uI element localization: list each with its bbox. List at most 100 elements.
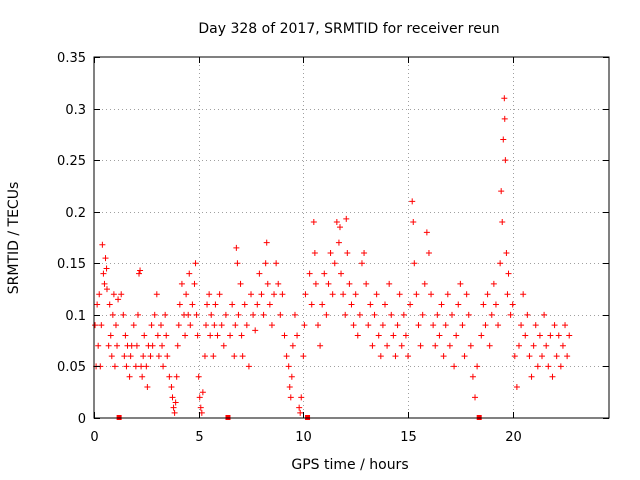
data-point <box>175 322 182 329</box>
data-point <box>451 363 458 370</box>
data-point <box>444 291 451 298</box>
data-point <box>302 291 309 298</box>
data-point <box>490 280 497 287</box>
data-point <box>377 353 384 360</box>
data-point <box>163 332 170 339</box>
data-point <box>436 332 443 339</box>
data-point <box>501 95 508 102</box>
data-point <box>100 270 107 277</box>
data-point <box>400 311 407 318</box>
data-point <box>350 322 357 329</box>
data-point <box>474 363 481 370</box>
data-point <box>327 249 334 256</box>
data-point <box>396 291 403 298</box>
data-point <box>132 363 139 370</box>
data-point <box>335 239 342 246</box>
data-point <box>193 311 200 318</box>
data-point <box>127 353 134 360</box>
data-point <box>218 322 225 329</box>
data-point <box>110 291 117 298</box>
data-point <box>545 363 552 370</box>
data-point <box>507 311 514 318</box>
data-point <box>171 409 178 416</box>
data-point <box>528 373 535 380</box>
data-point <box>238 332 245 339</box>
y-tick-label: 0 <box>78 412 86 427</box>
data-point <box>526 353 533 360</box>
data-point <box>425 249 432 256</box>
data-point <box>547 332 554 339</box>
data-point <box>453 332 460 339</box>
y-tick-label: 0.05 <box>57 360 86 375</box>
data-point <box>211 322 218 329</box>
data-point <box>520 291 527 298</box>
data-point <box>214 332 221 339</box>
data-point <box>522 332 529 339</box>
y-tick-label: 0.2 <box>65 206 86 221</box>
data-point <box>160 363 167 370</box>
data-point <box>446 342 453 349</box>
data-point <box>207 332 214 339</box>
data-point <box>409 198 416 205</box>
data-point <box>243 322 250 329</box>
data-point <box>248 291 255 298</box>
data-point <box>212 301 219 308</box>
data-point <box>199 389 206 396</box>
data-point <box>562 322 569 329</box>
data-point <box>96 291 103 298</box>
data-point <box>92 322 99 329</box>
data-point <box>118 291 125 298</box>
data-point <box>123 363 130 370</box>
y-tick-label: 0.15 <box>57 257 86 272</box>
data-point <box>405 353 412 360</box>
data-point <box>492 301 499 308</box>
data-point <box>194 332 201 339</box>
data-point <box>432 342 439 349</box>
x-tick-label: 10 <box>295 430 312 445</box>
data-point <box>107 332 114 339</box>
data-point <box>210 353 217 360</box>
data-point <box>195 373 202 380</box>
data-point <box>478 332 485 339</box>
data-point <box>159 342 166 349</box>
data-point <box>222 311 229 318</box>
chart-title: Day 328 of 2017, SRMTID for receiver reu… <box>198 21 499 37</box>
data-point <box>448 311 455 318</box>
grid <box>94 57 609 418</box>
data-point <box>367 301 374 308</box>
data-point <box>352 291 359 298</box>
data-point <box>126 373 133 380</box>
data-point <box>430 322 437 329</box>
data-point <box>114 342 121 349</box>
data-point <box>534 363 541 370</box>
data-point <box>105 342 112 349</box>
data-point <box>472 394 479 401</box>
data-point <box>465 311 472 318</box>
data-point <box>237 280 244 287</box>
data-point <box>459 322 466 329</box>
data-point <box>543 342 550 349</box>
data-point <box>254 301 261 308</box>
data-point <box>141 332 148 339</box>
data-point <box>94 301 101 308</box>
x-axis-label: GPS time / hours <box>291 457 408 473</box>
data-point <box>499 219 506 226</box>
data-point <box>369 342 376 349</box>
data-point <box>298 394 305 401</box>
data-point <box>264 280 271 287</box>
data-point <box>402 332 409 339</box>
data-point <box>128 342 135 349</box>
data-point <box>168 384 175 391</box>
data-point <box>134 311 141 318</box>
data-point <box>144 384 151 391</box>
data-point <box>106 301 113 308</box>
data-point <box>317 342 324 349</box>
data-point <box>239 353 246 360</box>
data-point <box>138 363 145 370</box>
data-point <box>266 301 273 308</box>
data-point <box>375 332 382 339</box>
data-point <box>154 332 161 339</box>
data-point <box>501 115 508 122</box>
data-point <box>288 373 295 380</box>
data-point <box>281 332 288 339</box>
